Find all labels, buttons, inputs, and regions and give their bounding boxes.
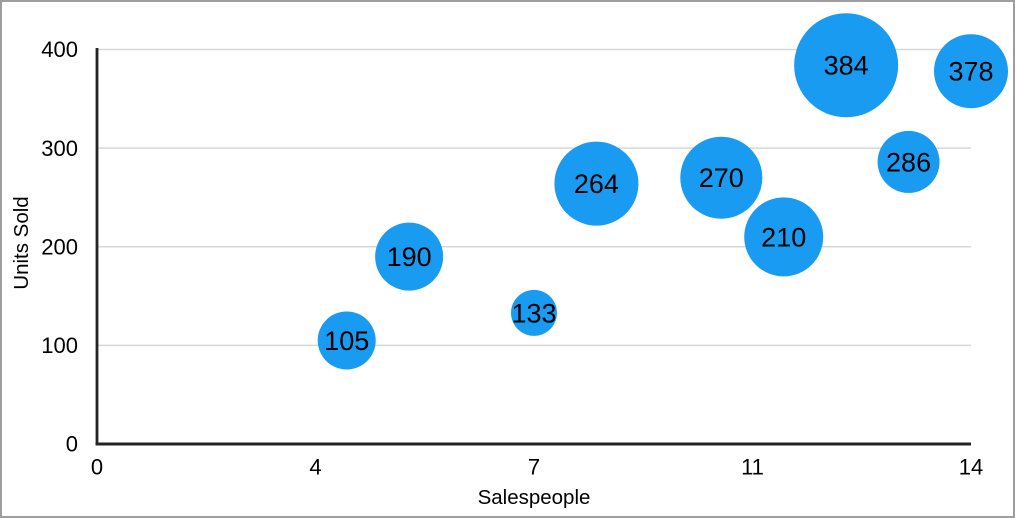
bubble-value-label: 105 bbox=[324, 326, 369, 356]
x-tick-label: 0 bbox=[91, 455, 103, 480]
bubble-circle bbox=[511, 289, 557, 336]
x-tick-label: 7 bbox=[528, 455, 540, 480]
bubble-value-label: 190 bbox=[387, 242, 432, 272]
bubble[interactable]: 264 bbox=[554, 141, 639, 226]
bubble-value-label: 264 bbox=[574, 169, 619, 199]
bubble-circle bbox=[934, 34, 1008, 109]
bubble[interactable]: 190 bbox=[375, 222, 444, 291]
bubble-circle bbox=[375, 222, 444, 291]
x-axis-title: Salespeople bbox=[478, 486, 591, 509]
y-tick-label: 100 bbox=[41, 333, 78, 358]
bubble[interactable]: 210 bbox=[744, 197, 824, 277]
x-tick-label: 14 bbox=[959, 455, 983, 480]
bubble-circle bbox=[744, 197, 824, 277]
bubble-value-label: 270 bbox=[699, 163, 744, 193]
bubble-circle bbox=[794, 13, 899, 118]
bubble-circle bbox=[554, 141, 639, 226]
y-tick-label: 300 bbox=[41, 136, 78, 161]
bubble[interactable]: 378 bbox=[934, 34, 1008, 109]
bubble[interactable]: 105 bbox=[317, 311, 376, 370]
bubble-value-label: 384 bbox=[824, 51, 869, 81]
bubble-value-label: 286 bbox=[886, 147, 931, 177]
bubble-series: 105 190 133 264 270 210 384 286 378 bbox=[317, 13, 1008, 370]
bubble[interactable]: 133 bbox=[511, 289, 557, 336]
y-tick-label: 200 bbox=[41, 234, 78, 259]
bubble-value-label: 133 bbox=[511, 298, 556, 328]
y-tick-label: 0 bbox=[66, 432, 78, 457]
y-axis-title: Units Sold bbox=[10, 196, 33, 289]
bubble-circle bbox=[877, 130, 940, 193]
x-tick-label: 4 bbox=[309, 455, 321, 480]
bubble[interactable]: 270 bbox=[680, 136, 763, 219]
axes bbox=[95, 48, 971, 446]
bubble-value-label: 210 bbox=[761, 222, 806, 252]
bubble-circle bbox=[317, 311, 376, 370]
bubble-circle bbox=[680, 136, 763, 219]
y-tick-label: 400 bbox=[41, 37, 78, 62]
x-tick-label: 11 bbox=[741, 455, 764, 480]
bubble-value-label: 378 bbox=[948, 57, 993, 87]
bubble[interactable]: 286 bbox=[877, 130, 940, 193]
x-axis-tick-labels: 0 4 7 11 14 bbox=[91, 455, 983, 480]
bubble[interactable]: 384 bbox=[794, 13, 899, 118]
y-axis-tick-labels: 0 100 200 300 400 bbox=[41, 37, 78, 457]
